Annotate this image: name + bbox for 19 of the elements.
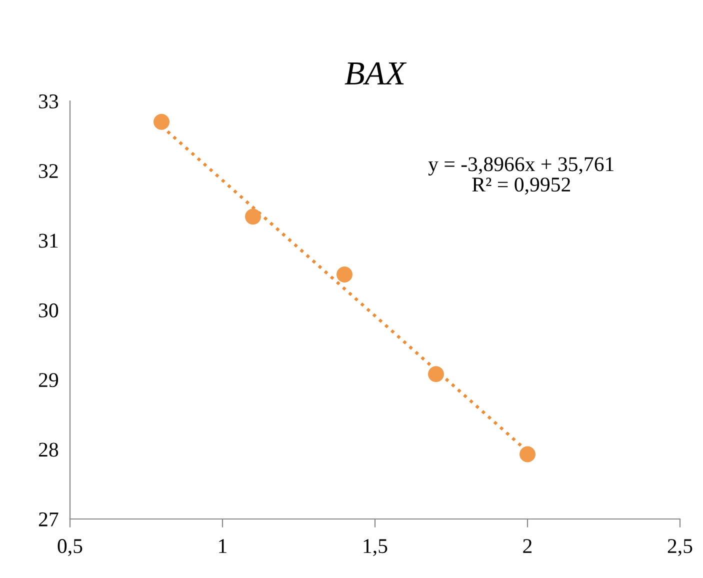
point	[428, 366, 444, 382]
x-tick-label: 0,5	[58, 539, 82, 556]
x-tick-label: 1	[219, 539, 226, 553]
y-tick-label: 31	[39, 234, 58, 248]
y-tick-label: 30	[39, 303, 58, 318]
x-tick-label: 2	[523, 539, 532, 553]
y-tick-label: 28	[38, 442, 58, 457]
point	[336, 266, 352, 282]
point	[154, 114, 170, 130]
y-tick-label: 33	[39, 94, 58, 108]
chart-title: BAX	[344, 62, 407, 84]
y-tick-label: 27	[38, 512, 58, 526]
point	[245, 208, 261, 225]
x-tick-label: 2,5	[668, 539, 692, 556]
y-tick-label: 32	[39, 164, 58, 178]
x-tick-label: 1,5	[364, 539, 388, 556]
point	[520, 446, 536, 462]
annotation: y = -3,8966x + 35,761 R² = 0,9952	[428, 157, 614, 195]
y-tick-label: 29	[38, 373, 58, 388]
